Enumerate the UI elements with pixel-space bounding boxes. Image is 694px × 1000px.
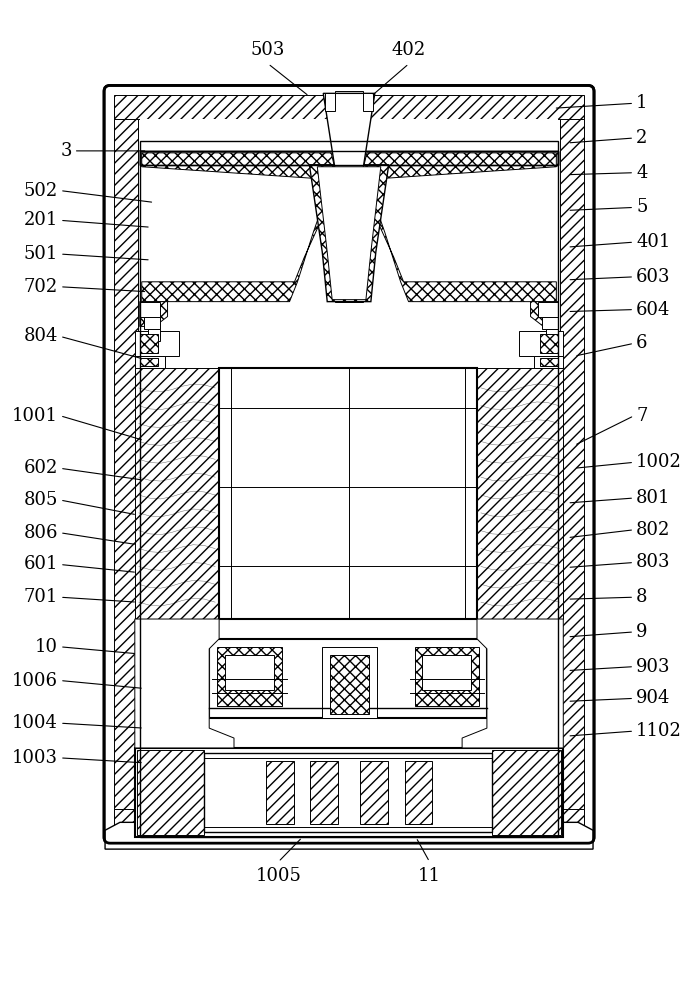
Polygon shape (139, 302, 167, 326)
Text: 802: 802 (636, 521, 670, 539)
Text: 1002: 1002 (636, 453, 682, 471)
Text: 702: 702 (24, 278, 58, 296)
Bar (541, 358, 558, 366)
Bar (492, 750, 561, 835)
Bar (139, 302, 160, 317)
Bar (310, 761, 338, 824)
Bar (139, 151, 558, 165)
Polygon shape (135, 619, 234, 748)
Bar (539, 302, 558, 317)
Text: 1: 1 (636, 94, 648, 112)
Bar (135, 748, 564, 837)
Text: 11: 11 (418, 867, 441, 885)
Bar (219, 368, 477, 619)
Bar (360, 761, 388, 824)
Bar (518, 331, 564, 356)
Text: 501: 501 (24, 245, 58, 263)
Text: 903: 903 (636, 658, 670, 676)
Bar (546, 329, 558, 341)
Bar (335, 91, 363, 302)
Text: 8: 8 (636, 588, 648, 606)
Bar (135, 356, 164, 368)
Text: 2: 2 (636, 129, 648, 147)
Bar (139, 334, 158, 353)
Text: 804: 804 (24, 327, 58, 345)
Bar (135, 331, 180, 356)
Text: 806: 806 (24, 524, 58, 542)
Bar (363, 93, 373, 111)
Text: 3: 3 (60, 142, 71, 160)
Text: 801: 801 (636, 489, 670, 507)
Text: 10: 10 (35, 638, 58, 656)
Bar (209, 639, 487, 718)
Bar (330, 655, 369, 714)
Bar (142, 153, 557, 163)
Text: 401: 401 (636, 233, 670, 251)
Bar (534, 356, 564, 368)
Polygon shape (310, 165, 389, 302)
Bar (139, 151, 558, 165)
Polygon shape (363, 153, 557, 302)
Bar (114, 119, 138, 809)
Text: 904: 904 (636, 689, 670, 707)
Text: 1003: 1003 (12, 749, 58, 767)
Text: 5: 5 (636, 198, 648, 216)
Text: 805: 805 (24, 491, 58, 509)
Bar (204, 753, 492, 832)
Bar (114, 95, 584, 119)
Text: 402: 402 (392, 41, 426, 59)
Text: 6: 6 (636, 334, 648, 352)
Bar (225, 655, 273, 690)
Bar (148, 329, 160, 341)
Text: 604: 604 (636, 301, 670, 319)
Bar (322, 647, 377, 718)
Text: 1004: 1004 (12, 714, 58, 732)
Bar (423, 655, 471, 690)
Text: 1006: 1006 (12, 672, 58, 690)
FancyBboxPatch shape (104, 85, 594, 843)
Text: 603: 603 (636, 268, 670, 286)
Polygon shape (105, 822, 593, 849)
Bar (139, 119, 558, 809)
Bar (543, 317, 558, 329)
Text: 502: 502 (24, 182, 58, 200)
Text: 7: 7 (636, 407, 648, 425)
Bar (477, 368, 564, 619)
Bar (560, 119, 584, 809)
Bar (405, 761, 432, 824)
Text: 602: 602 (24, 459, 58, 477)
Text: 9: 9 (636, 623, 648, 641)
Text: 201: 201 (24, 211, 58, 229)
Bar (144, 317, 160, 329)
Bar (541, 334, 558, 353)
Bar (114, 809, 584, 833)
Text: 1001: 1001 (12, 407, 58, 425)
Bar (325, 93, 335, 111)
Polygon shape (142, 153, 335, 302)
Text: 503: 503 (251, 41, 285, 59)
Bar (335, 165, 363, 302)
Bar (217, 647, 282, 706)
Text: 701: 701 (24, 588, 58, 606)
Text: 4: 4 (636, 164, 648, 182)
Polygon shape (317, 167, 381, 300)
Bar (139, 358, 158, 366)
Polygon shape (323, 93, 375, 170)
Bar (266, 761, 294, 824)
Text: 601: 601 (24, 555, 58, 573)
Bar (414, 647, 479, 706)
Bar (137, 750, 204, 835)
Text: 1005: 1005 (255, 867, 301, 885)
Polygon shape (530, 302, 558, 326)
Polygon shape (462, 619, 564, 748)
Text: 803: 803 (636, 553, 670, 571)
Text: 1102: 1102 (636, 722, 682, 740)
Bar (135, 368, 219, 619)
Bar (139, 151, 558, 165)
